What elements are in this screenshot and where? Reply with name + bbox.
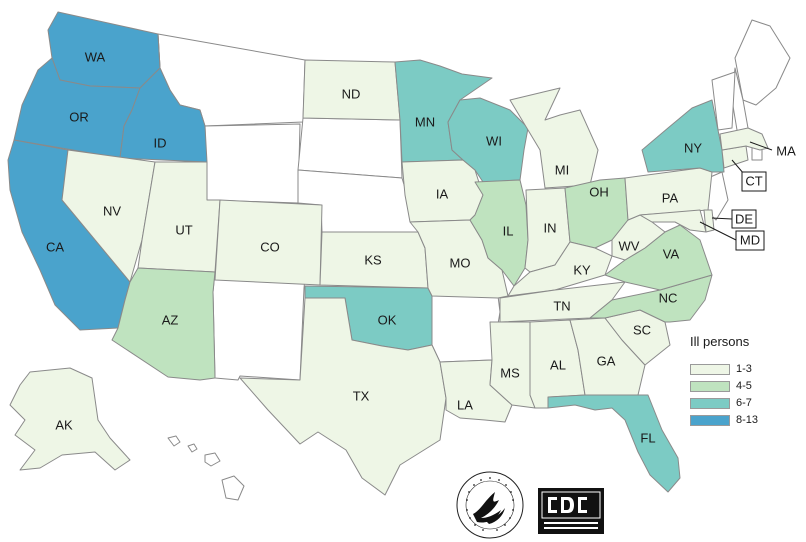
state-HI	[167, 435, 245, 501]
label-WI: WI	[486, 133, 502, 148]
label-CT: CT	[745, 173, 762, 188]
label-AL: AL	[550, 357, 566, 372]
callout-box-DE	[731, 209, 757, 229]
label-TX: TX	[353, 388, 370, 403]
label-IA: IA	[436, 186, 449, 201]
label-IN: IN	[544, 220, 557, 235]
label-MS: MS	[500, 365, 520, 380]
state-IL	[469, 179, 529, 287]
label-NY: NY	[684, 140, 702, 155]
label-MN: MN	[415, 114, 435, 129]
case-states	[7, 11, 769, 496]
legend: Ill persons 1-3 4-5 6-7 8-13	[690, 334, 800, 429]
callout-box-MD	[735, 230, 765, 251]
label-ID: ID	[154, 135, 167, 150]
callout-box-CT	[741, 171, 767, 192]
state-SD	[297, 117, 403, 179]
label-LA: LA	[457, 397, 473, 412]
state-FL	[547, 394, 681, 493]
label-KY: KY	[573, 262, 591, 277]
label-IL: IL	[503, 223, 514, 238]
legend-label: 4-5	[736, 380, 752, 392]
label-MA: MA	[776, 143, 796, 158]
legend-item: 1-3	[690, 361, 800, 377]
state-AR	[431, 295, 501, 363]
label-MD: MD	[740, 232, 760, 247]
leader-line-MA	[749, 141, 773, 151]
label-KS: KS	[364, 252, 382, 267]
hhs-eagle-seal-icon	[456, 471, 524, 539]
state-MI	[509, 87, 599, 189]
legend-swatch	[690, 414, 730, 426]
label-OK: OK	[378, 312, 397, 327]
leader-line-DE	[711, 217, 733, 220]
state-ME	[734, 19, 791, 106]
callouts: DE MD CT MA	[699, 141, 796, 251]
state-AZ	[111, 267, 216, 381]
state-MA	[719, 127, 769, 151]
label-FL: FL	[640, 430, 655, 445]
state-WI	[447, 97, 529, 183]
cdc-logo-icon	[538, 488, 604, 534]
label-PA: PA	[662, 190, 679, 205]
state-VT	[711, 71, 736, 131]
legend-swatch	[690, 363, 730, 375]
label-VA: VA	[663, 246, 680, 261]
label-GA: GA	[597, 353, 616, 368]
legend-item: 4-5	[690, 378, 800, 394]
label-DE: DE	[735, 211, 753, 226]
leader-line-MD	[699, 221, 737, 241]
legend-label: 8-13	[736, 414, 759, 426]
label-OH: OH	[589, 184, 609, 199]
label-CA: CA	[46, 239, 64, 254]
legend-title: Ill persons	[690, 334, 750, 349]
state-KY	[507, 241, 613, 297]
legend-item: 8-13	[690, 412, 800, 428]
state-labels: WA OR ID CA NV UT AZ CO ND KS OK TX MN I…	[46, 49, 702, 445]
state-NM	[212, 271, 306, 381]
label-SC: SC	[633, 322, 651, 337]
legend-swatch	[690, 380, 730, 392]
label-MO: MO	[450, 255, 471, 270]
legend-swatch	[690, 397, 730, 409]
label-CO: CO	[260, 239, 280, 254]
label-AZ: AZ	[162, 312, 179, 327]
state-TX	[239, 297, 447, 496]
label-WV: WV	[619, 238, 640, 253]
label-OR: OR	[69, 109, 89, 124]
label-MI: MI	[555, 162, 569, 177]
state-NC	[589, 274, 713, 323]
legend-label: 6-7	[736, 397, 752, 409]
state-NV	[61, 149, 156, 283]
label-NV: NV	[103, 203, 121, 218]
state-MD	[639, 209, 707, 233]
legend-label: 1-3	[736, 363, 752, 375]
label-WA: WA	[85, 49, 106, 64]
state-AK	[9, 367, 131, 471]
legend-item: 6-7	[690, 395, 800, 411]
label-TN: TN	[553, 298, 570, 313]
state-NY	[641, 99, 725, 173]
state-WY	[204, 123, 301, 204]
label-AK: AK	[55, 417, 73, 432]
label-UT: UT	[175, 222, 192, 237]
label-ND: ND	[342, 86, 361, 101]
label-NC: NC	[659, 290, 678, 305]
